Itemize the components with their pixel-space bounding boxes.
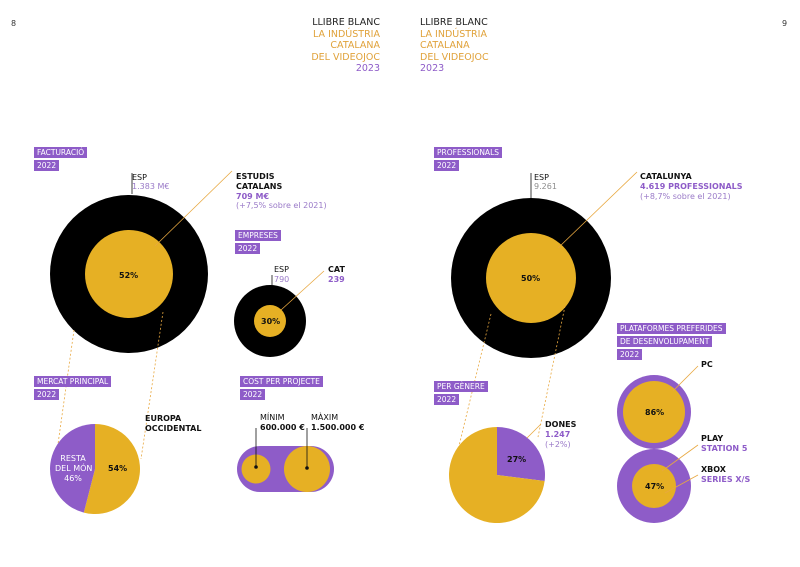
pc-pointer-line	[672, 365, 699, 392]
cost-min-label: MÍNIM	[260, 413, 285, 422]
plataformes-play-label: PLAY	[701, 434, 724, 443]
professionals-year-tag: 2022	[434, 160, 460, 171]
page-number-right: 9	[782, 19, 788, 28]
header-subtitle-3: DEL VIDEOJOC	[311, 51, 380, 63]
header-year: 2023	[420, 63, 445, 74]
plataformes-tag: PLATAFORMES PREFERIDES	[617, 323, 726, 334]
cost-year-tag: 2022	[240, 389, 266, 400]
mercat-slice-europa	[83, 424, 141, 514]
empreses-cat-circle	[254, 305, 286, 337]
mercat-rest-line: RESTA	[60, 454, 86, 463]
plataformes-xbox-pct: 47%	[645, 482, 665, 491]
empreses-cat-value: 239	[328, 275, 345, 284]
facturacio-pct-label: 52%	[119, 271, 139, 280]
empreses-pct-label: 30%	[261, 317, 281, 326]
play-pointer-line	[661, 444, 699, 472]
facturacio-cat-title: CATALANS	[236, 182, 283, 191]
header-title: LLIBRE BLANC	[312, 17, 380, 28]
professionals-pct-label: 50%	[521, 274, 541, 283]
genere-year-tag: 2022	[434, 394, 460, 405]
genere-slice-dones	[497, 427, 545, 482]
mercat-eu-label: OCCIDENTAL	[145, 424, 202, 433]
cost-max-label: MÀXIM	[311, 413, 339, 422]
professionals-cat-circle	[486, 233, 576, 323]
plataformes-play-label: STATION 5	[701, 444, 748, 453]
header-title: LLIBRE BLANC	[420, 17, 488, 28]
professionals-esp-value: 9.261	[534, 182, 557, 191]
header-year: 2023	[355, 63, 380, 74]
min-dot	[254, 465, 258, 469]
facturacio-cat-value: 709 M€	[236, 192, 270, 201]
cat-pointer-line	[280, 270, 325, 311]
genere-dones-value: 1.247	[545, 430, 571, 439]
header-subtitle-3: DEL VIDEOJOC	[420, 51, 489, 63]
facturacio-year-tag: 2022	[34, 160, 60, 171]
empreses-cat-label: CAT	[328, 265, 345, 274]
cat-pointer-line	[154, 170, 233, 247]
header-left: LLIBRE BLANC LA INDÚSTRIA CATALANA DEL V…	[311, 17, 380, 75]
mercat-rest-label: RESTA DEL MÓN 46%	[55, 454, 93, 484]
facturacio-cat-circle	[85, 230, 173, 318]
facturacio-esp-label: ESP	[132, 173, 147, 182]
mercat-year-tag: 2022	[34, 389, 60, 400]
professionals-cat-value: 4.619 PROFESSIONALS	[640, 182, 743, 191]
mercat-rest-line: DEL MÓN	[55, 464, 93, 473]
mercat-tag: MERCAT PRINCIPAL	[34, 376, 112, 387]
page-number-left: 8	[11, 19, 17, 28]
genere-pct-label: 27%	[507, 455, 527, 464]
cost-max-value: 1.500.000 €	[311, 423, 365, 432]
facturacio-cat-title: ESTUDIS	[236, 172, 275, 181]
cat-pointer-line	[557, 171, 638, 249]
professionals-esp-label: ESP	[534, 173, 549, 182]
plataformes-tag: DE DESENVOLUPAMENT	[617, 336, 713, 347]
mercat-eu-pct: 54%	[108, 464, 128, 473]
plataformes-pc-pct: 86%	[645, 408, 665, 417]
header-subtitle-1: LA INDÚSTRIA	[313, 28, 380, 40]
header-subtitle-2: CATALANA	[330, 40, 380, 51]
empreses-esp-label: ESP	[274, 265, 289, 274]
header-right: LLIBRE BLANC LA INDÚSTRIA CATALANA DEL V…	[420, 17, 489, 75]
plataformes-xbox-label: XBOX	[701, 465, 726, 474]
professionals-cat-title: CATALUNYA	[640, 172, 692, 181]
xbox-inner-circle	[632, 464, 676, 508]
mercat-eu-label: EUROPA	[145, 414, 182, 423]
mercat-slice-resta	[49, 424, 95, 513]
facturacio-cat-note: (+7,5% sobre el 2021)	[236, 201, 327, 210]
plataformes-xbox-label: SERIES X/S	[701, 475, 751, 484]
dones-pointer-line	[526, 423, 542, 439]
genere-tag: PER GÈNERE	[434, 381, 488, 392]
xbox-pointer-line	[664, 474, 699, 494]
cost-min-circle	[241, 454, 271, 484]
plataformes-year-tag: 2022	[617, 349, 643, 360]
max-dot	[305, 466, 309, 470]
header-subtitle-1: LA INDÚSTRIA	[420, 28, 487, 40]
facturacio-esp-value: 1.383 M€	[132, 182, 170, 191]
mercat-pie	[49, 424, 141, 514]
plataformes-pc-label: PC	[701, 360, 713, 369]
professionals-cat-note: (+8,7% sobre el 2021)	[640, 192, 731, 201]
header-subtitle-2: CATALANA	[420, 40, 470, 51]
empreses-year-tag: 2022	[235, 243, 261, 254]
dotted-connector	[57, 329, 75, 445]
empreses-tag: EMPRESES	[235, 230, 281, 241]
facturacio-tag: FACTURACIÓ	[34, 147, 88, 158]
genere-slice-altres	[449, 427, 545, 523]
genere-pie	[449, 427, 545, 523]
cost-tag: COST PER PROJECTE	[240, 376, 323, 387]
genere-dones-label: DONES	[545, 420, 577, 429]
professionals-tag: PROFESSIONALS	[434, 147, 503, 158]
empreses-esp-value: 790	[274, 275, 290, 284]
cost-min-value: 600.000 €	[260, 423, 305, 432]
genere-dones-note: (+2%)	[545, 440, 571, 449]
pc-inner-circle	[623, 381, 685, 443]
mercat-rest-pct: 46%	[64, 474, 82, 483]
dotted-connector	[140, 311, 164, 460]
